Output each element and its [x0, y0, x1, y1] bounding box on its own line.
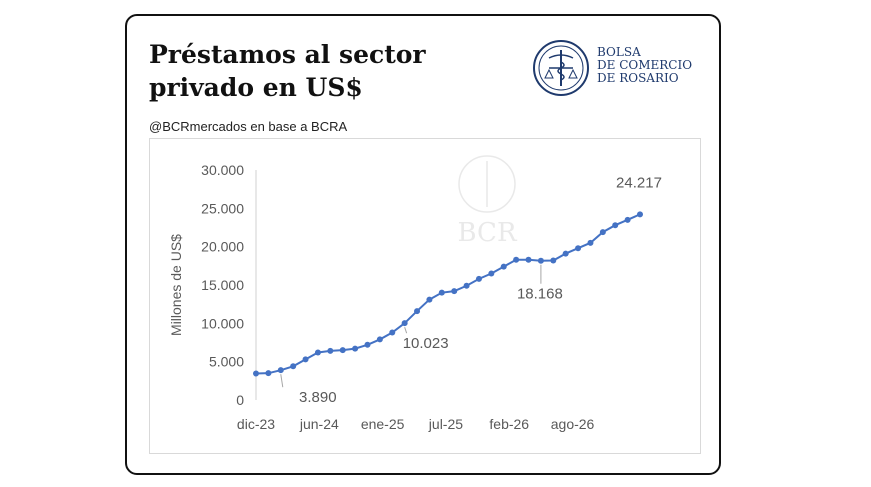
data-point: [562, 250, 569, 257]
x-tick-label: feb-26: [489, 416, 529, 432]
plot-area: BCR 0 5.000 10.000 15.000 20.000 25.000 30.000…: [149, 138, 701, 454]
data-point: [314, 349, 321, 356]
data-point: [290, 363, 297, 370]
data-point: [637, 211, 643, 218]
data-point: [587, 239, 594, 246]
y-tick-label: 15.000: [201, 277, 244, 293]
logo-line: DE ROSARIO: [597, 71, 679, 85]
data-label: 24.217: [616, 174, 662, 191]
data-point: [438, 289, 445, 296]
data-point: [352, 345, 359, 352]
data-point: [624, 216, 631, 223]
data-point: [302, 356, 309, 363]
series-points: [253, 211, 643, 377]
y-tick-label: 30.000: [201, 162, 244, 178]
bcr-seal-icon: [533, 40, 589, 96]
x-tick-label: jun-24: [299, 416, 339, 432]
data-label: 10.023: [403, 335, 449, 352]
y-axis: 0 5.000 10.000 15.000 20.000 25.000 30.000: [201, 162, 244, 408]
bcr-logo: BOLSA DE COMERCIO DE ROSARIO: [531, 38, 701, 98]
data-point: [277, 367, 284, 374]
data-point: [537, 257, 544, 264]
data-point: [327, 347, 334, 354]
data-point: [575, 245, 582, 252]
y-tick-label: 25.000: [201, 200, 244, 216]
data-point: [475, 275, 482, 282]
data-point: [500, 263, 507, 270]
x-tick-label: dic-23: [237, 416, 275, 432]
logo-line: BOLSA: [597, 45, 641, 59]
data-point: [364, 341, 371, 348]
data-label-leader: [404, 326, 408, 334]
data-label-leader: [280, 374, 284, 388]
data-point: [612, 222, 619, 229]
y-tick-label: 10.000: [201, 315, 244, 331]
data-point: [599, 229, 606, 236]
data-point: [339, 347, 346, 354]
data-labels: 3.890 10.023 18.168 24.217: [280, 174, 662, 406]
line-chart: BCR 0 5.000 10.000 15.000 20.000 25.000 30.000…: [168, 155, 662, 432]
data-point: [426, 296, 433, 303]
x-tick-label: jul-25: [428, 416, 463, 432]
data-label: 18.168: [517, 286, 563, 303]
chart-title: Préstamos al sector privado en US$: [149, 40, 426, 102]
data-point: [401, 320, 408, 327]
watermark-seal-icon: [458, 155, 516, 213]
data-point: [550, 257, 557, 264]
logo-line: DE COMERCIO: [597, 58, 693, 72]
data-point: [513, 256, 520, 263]
x-tick-label: ene-25: [361, 416, 405, 432]
y-tick-label: 20.000: [201, 239, 244, 255]
source-note: @BCRmercados en base a BCRA: [149, 119, 348, 134]
logo-text: BOLSA DE COMERCIO DE ROSARIO: [597, 46, 692, 85]
chart-card: Préstamos al sector privado en US$ BOLSA…: [125, 14, 721, 475]
watermark-text: BCR: [457, 218, 517, 248]
x-tick-label: ago-26: [551, 416, 595, 432]
watermark: BCR: [457, 155, 518, 248]
data-point: [265, 370, 272, 377]
data-point: [253, 370, 259, 377]
data-point: [389, 329, 396, 336]
x-axis: dic-23 jun-24 ene-25 jul-25 feb-26 ago-26: [237, 416, 595, 432]
y-tick-label: 5.000: [209, 354, 244, 370]
data-point: [376, 336, 383, 343]
y-axis-title: Millones de US$: [168, 234, 184, 336]
data-point: [463, 282, 470, 289]
data-point: [451, 288, 458, 295]
data-point: [414, 308, 421, 315]
data-label: 3.890: [299, 389, 337, 406]
data-point: [488, 270, 495, 277]
y-tick-label: 0: [236, 392, 244, 408]
data-point: [525, 256, 532, 263]
